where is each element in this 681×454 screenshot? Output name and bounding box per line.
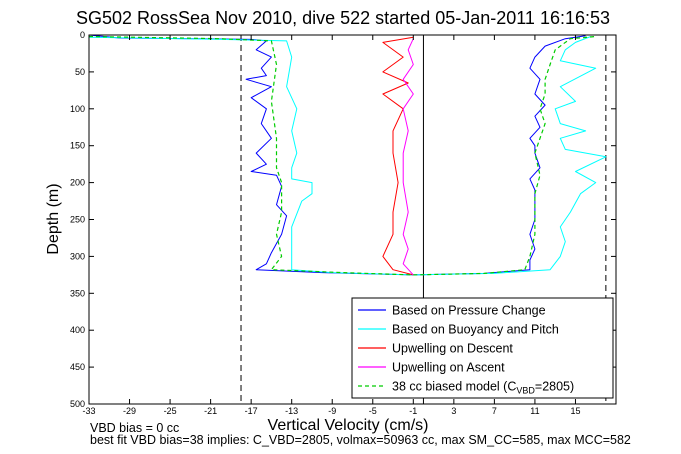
y-tick-label: 400 [70,325,85,335]
x-tick-label: -5 [369,406,377,416]
y-tick-label: 500 [70,399,85,409]
y-tick-label: 350 [70,288,85,298]
legend-label: 38 cc biased model (CVBD=2805) [392,380,574,396]
x-tick-label: -17 [245,406,258,416]
legend-label: Upwelling on Descent [392,342,513,356]
legend-box [351,297,614,399]
x-axis: -33 -29 -25 -21 -17 -13 -9 -5 -1 3 7 11 15 [82,35,580,416]
y-tick-label: 50 [75,67,85,77]
y-tick-label: 450 [70,362,85,372]
legend-label: Upwelling on Ascent [392,361,505,375]
x-tick-label: -1 [409,406,417,416]
y-tick-label: 150 [70,141,85,151]
x-tick-label: -13 [285,406,298,416]
chart-title: SG502 RossSea Nov 2010, dive 522 started… [76,8,610,28]
legend: Based on Pressure Change Based on Buoyanc… [351,297,614,399]
legend-label: Based on Buoyancy and Pitch [392,323,559,337]
x-tick-label: 15 [570,406,580,416]
x-tick-label: -9 [328,406,336,416]
x-tick-label: 3 [451,406,456,416]
series-line-1 [88,34,586,276]
x-tick-label: 7 [492,406,497,416]
x-tick-label: -25 [164,406,177,416]
legend-label: Based on Pressure Change [392,304,546,318]
x-axis-label: Vertical Velocity (cm/s) [268,417,429,434]
vbd-bias-note: VBD bias = 0 cc [90,421,180,435]
best-fit-note: best fit VBD bias=38 implies: C_VBD=2805… [90,433,631,447]
y-axis: 0 50 100 150 200 250 300 350 400 450 500 [70,30,616,409]
y-tick-label: 250 [70,215,85,225]
series-line-4 [402,38,414,276]
y-tick-label: 200 [70,178,85,188]
y-tick-label: 100 [70,104,85,114]
series-line-2 [88,36,607,276]
series-line-3 [382,36,414,276]
y-tick-label: 0 [80,30,85,40]
series-layer [88,34,607,276]
x-tick-label: -29 [123,406,136,416]
x-tick-label: -21 [204,406,217,416]
series-line-5 [88,35,596,276]
y-axis-label: Depth (m) [45,183,62,254]
x-tick-label: 11 [530,406,539,416]
y-tick-label: 300 [70,251,85,261]
x-tick-label: -33 [82,406,95,416]
